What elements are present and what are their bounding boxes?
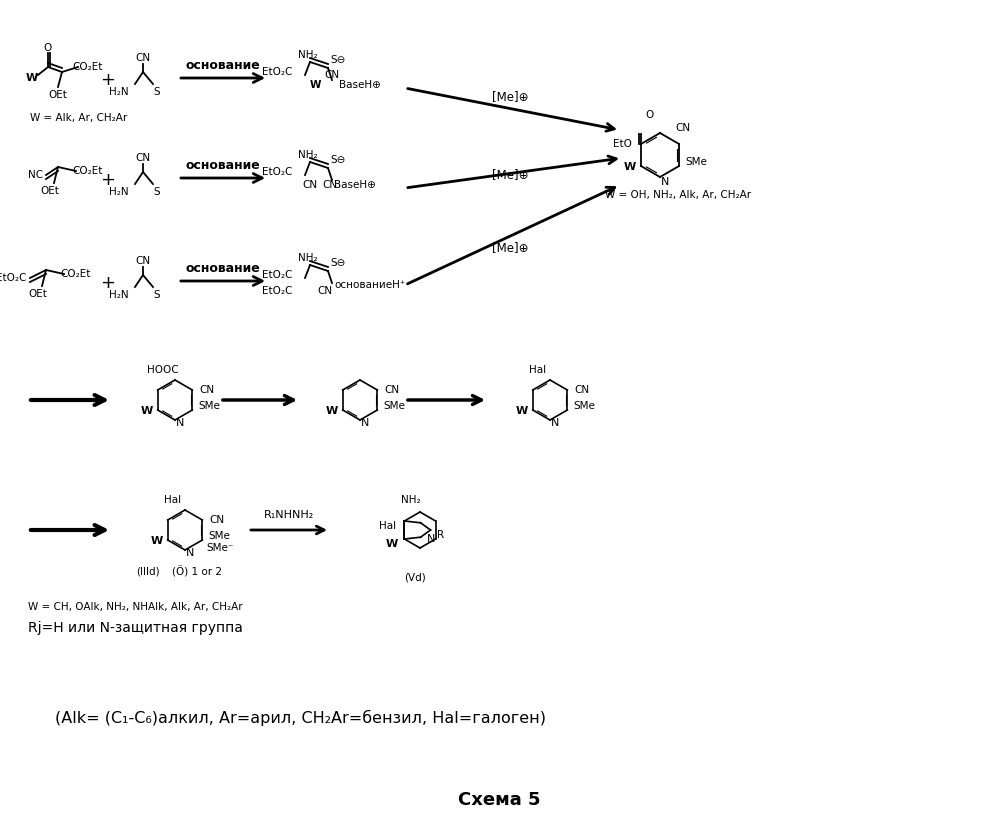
Text: SMe: SMe: [198, 401, 220, 411]
Text: CO₂Et: CO₂Et: [73, 166, 103, 176]
Text: H₂N: H₂N: [109, 87, 129, 97]
Text: NH₂: NH₂: [298, 253, 318, 263]
Text: SMe: SMe: [573, 401, 595, 411]
Text: S⊖: S⊖: [331, 55, 346, 65]
Text: W = Alk, Ar, CH₂Ar: W = Alk, Ar, CH₂Ar: [30, 113, 127, 123]
Text: OEt: OEt: [29, 289, 47, 299]
Text: H₂N: H₂N: [109, 290, 129, 300]
Text: CN: CN: [136, 53, 151, 63]
Text: CN: CN: [385, 385, 400, 395]
Text: N: N: [176, 418, 184, 428]
Text: W: W: [141, 406, 153, 416]
Text: N: N: [660, 177, 669, 187]
Text: [Me]⊕: [Me]⊕: [492, 168, 528, 182]
Text: HOOC: HOOC: [147, 365, 179, 375]
Text: CN: CN: [318, 286, 333, 296]
Text: EtO: EtO: [612, 139, 631, 149]
Text: S⊖: S⊖: [331, 258, 346, 268]
Text: SMe: SMe: [208, 531, 230, 541]
Text: CN: CN: [200, 385, 215, 395]
Text: NH₂: NH₂: [402, 495, 421, 505]
Text: основание: основание: [186, 262, 261, 274]
Text: Hal: Hal: [380, 521, 397, 531]
Text: SMe: SMe: [685, 157, 707, 167]
Text: [Me]⊕: [Me]⊕: [492, 242, 528, 254]
Text: EtO₂C: EtO₂C: [262, 286, 292, 296]
Text: O: O: [645, 110, 653, 120]
Text: Hal: Hal: [165, 495, 182, 505]
Text: NH₂: NH₂: [298, 50, 318, 60]
Text: S: S: [154, 87, 160, 97]
Text: (Ö) 1 or 2: (Ö) 1 or 2: [172, 566, 222, 578]
Text: CN: CN: [675, 123, 690, 133]
Text: W = OH, NH₂, Alk, Ar, CH₂Ar: W = OH, NH₂, Alk, Ar, CH₂Ar: [605, 190, 751, 200]
Text: CN: CN: [303, 180, 318, 190]
Text: SMe: SMe: [383, 401, 405, 411]
Text: S: S: [154, 187, 160, 197]
Text: OEt: OEt: [41, 186, 59, 196]
Text: S⊖: S⊖: [331, 155, 346, 165]
Text: +: +: [101, 274, 116, 292]
Text: W: W: [26, 73, 38, 83]
Text: BaseH⊕: BaseH⊕: [339, 80, 381, 90]
Text: (IIId): (IIId): [136, 567, 160, 577]
Text: основаниеH⁺: основаниеH⁺: [335, 280, 406, 290]
Text: W: W: [326, 406, 338, 416]
Text: NC: NC: [28, 170, 43, 180]
Text: CN: CN: [210, 515, 225, 525]
Text: H₂N: H₂N: [109, 187, 129, 197]
Text: CN: CN: [136, 256, 151, 266]
Text: EtO₂C: EtO₂C: [262, 167, 292, 177]
Text: CN: CN: [574, 385, 589, 395]
Text: S: S: [154, 290, 160, 300]
Text: CO₂Et: CO₂Et: [61, 269, 91, 279]
Text: N: N: [550, 418, 559, 428]
Text: (Alk= (C₁-C₆)алкил, Ar=арил, CH₂Ar=бензил, Hal=галоген): (Alk= (C₁-C₆)алкил, Ar=арил, CH₂Ar=бензи…: [55, 710, 546, 726]
Text: EtO₂C: EtO₂C: [262, 67, 292, 77]
Text: CN: CN: [323, 180, 338, 190]
Text: N: N: [361, 418, 370, 428]
Text: CO₂Et: CO₂Et: [73, 62, 103, 72]
Text: основание: основание: [186, 58, 261, 72]
Text: W: W: [310, 80, 321, 90]
Text: O: O: [44, 43, 52, 53]
Text: W: W: [623, 162, 636, 172]
Text: CN: CN: [325, 70, 340, 80]
Text: W: W: [386, 540, 399, 550]
Text: (Vd): (Vd): [405, 573, 426, 583]
Text: EtO₂C: EtO₂C: [0, 273, 26, 283]
Text: W = CH, OAlk, NH₂, NHAlk, Alk, Ar, CH₂Ar: W = CH, OAlk, NH₂, NHAlk, Alk, Ar, CH₂Ar: [28, 602, 243, 612]
Text: Hal: Hal: [529, 365, 546, 375]
Text: +: +: [101, 71, 116, 89]
Text: R: R: [437, 530, 445, 540]
Text: R₁NHNH₂: R₁NHNH₂: [264, 510, 314, 520]
Text: BaseH⊕: BaseH⊕: [334, 180, 376, 190]
Text: +: +: [101, 171, 116, 189]
Text: Rj=H или N-защитная группа: Rj=H или N-защитная группа: [28, 621, 243, 635]
Text: W: W: [515, 406, 528, 416]
Text: CN: CN: [136, 153, 151, 163]
Text: OEt: OEt: [49, 90, 68, 100]
Text: основание: основание: [186, 158, 261, 172]
Text: [Me]⊕: [Me]⊕: [492, 91, 528, 103]
Text: EtO₂C: EtO₂C: [262, 270, 292, 280]
Text: N: N: [186, 548, 194, 558]
Text: Схема 5: Схема 5: [458, 791, 540, 809]
Text: N: N: [427, 534, 435, 544]
Text: W: W: [151, 536, 163, 546]
Text: SMe⁻: SMe⁻: [207, 543, 234, 553]
Text: NH₂: NH₂: [298, 150, 318, 160]
